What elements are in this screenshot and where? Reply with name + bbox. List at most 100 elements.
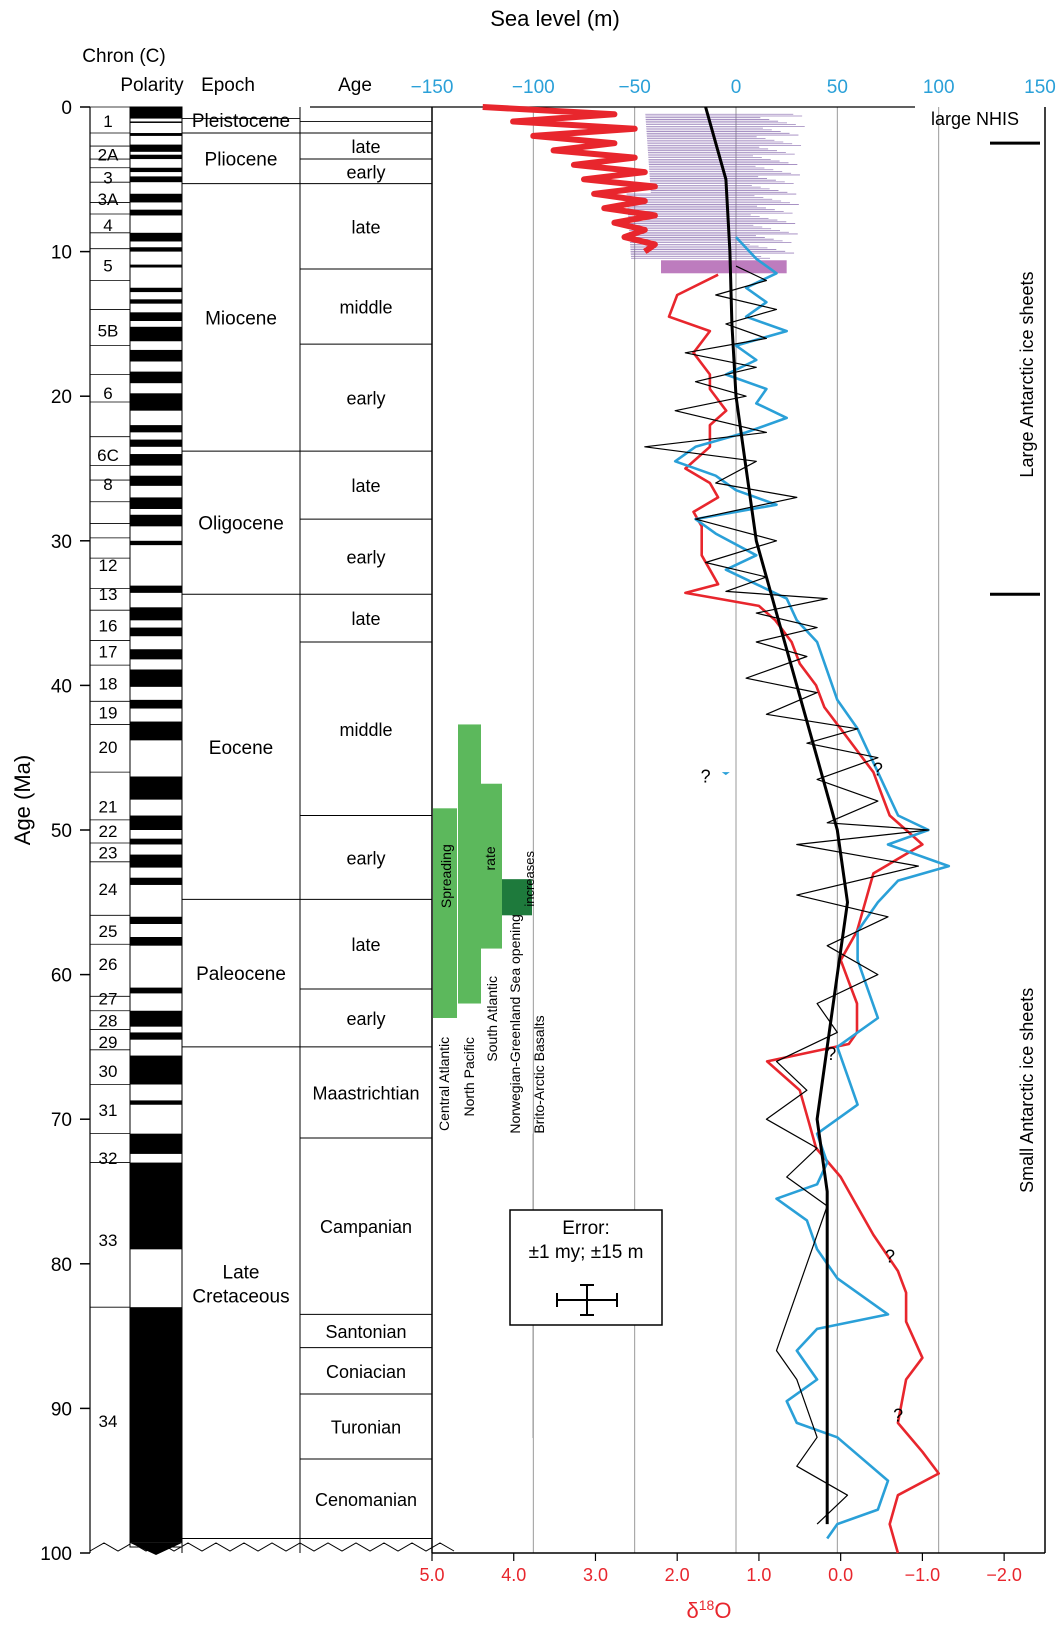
large-antarctic-label: Large Antarctic ice sheets — [1017, 271, 1037, 477]
age-stage-label: middle — [339, 720, 392, 740]
polarity-normal-band — [130, 838, 182, 845]
polarity-normal-band — [130, 776, 182, 800]
chron-label: 18 — [99, 675, 118, 694]
chron-label: 28 — [99, 1011, 118, 1030]
increases-word: increases — [522, 851, 537, 907]
polarity-normal-band — [130, 349, 182, 362]
spreading-bar-label-line1: Norwegian-Greenland Sea opening — [507, 914, 523, 1133]
chron-label: 3 — [103, 168, 112, 187]
spreading-word: Spreading — [438, 844, 454, 908]
epoch-header: Epoch — [201, 75, 255, 96]
chron-label: 29 — [99, 1033, 118, 1052]
question-mark: ? — [701, 766, 711, 786]
polarity-normal-band — [130, 475, 182, 486]
chron-label: 5 — [103, 257, 112, 276]
purple-band — [661, 260, 787, 274]
epoch-label: Eocene — [209, 738, 273, 759]
question-mark: ? — [893, 1406, 903, 1426]
age-stage-label: middle — [339, 298, 392, 318]
chron-label: 34 — [99, 1412, 118, 1431]
polarity-normal-band — [130, 1055, 182, 1085]
polarity-normal-band — [130, 247, 182, 252]
age-stage-label: Santonian — [325, 1322, 406, 1342]
polarity-normal-band — [130, 669, 182, 687]
polarity-normal-band — [130, 514, 182, 527]
age-stage-label: early — [346, 1009, 385, 1029]
polarity-normal-band — [130, 649, 182, 660]
polarity-normal-band — [130, 326, 182, 342]
age-stage-label: late — [351, 935, 380, 955]
error-bar-symbol — [556, 1284, 618, 1316]
d18o-tick-label: 4.0 — [501, 1565, 526, 1585]
age-tick-label: 0 — [61, 98, 72, 119]
polarity-normal-band — [130, 167, 182, 173]
chron-label: 6 — [103, 384, 112, 403]
epoch-label: Pliocene — [205, 149, 278, 170]
spreading-bar-label: North Pacific — [461, 1037, 477, 1116]
age-stage-label: Maastrichtian — [312, 1083, 419, 1103]
age-tick-label: 30 — [51, 532, 72, 553]
chron-label: 19 — [99, 703, 118, 722]
epoch-label: Paleocene — [196, 964, 286, 985]
polarity-normal-band — [130, 232, 182, 242]
axes: 0 10 20 30 40 50 60 70 80 90 100 −150 −100 −50 0 50 100 1… — [40, 77, 1056, 1585]
polarity-normal-band — [130, 176, 182, 183]
chron-label: 26 — [99, 955, 118, 974]
spreading-bar-label-line2: Brito-Arctic Basalts — [531, 1015, 547, 1133]
polarity-normal-band — [130, 1162, 182, 1250]
d18o-tick-label: 5.0 — [419, 1565, 444, 1585]
chron-label: 16 — [99, 617, 118, 636]
chron-label: 5B — [98, 322, 119, 341]
polarity-normal-band — [130, 540, 182, 546]
age-stage-label: early — [346, 162, 385, 182]
age-tick-label: 60 — [51, 966, 72, 987]
spreading-bar-label: Central Atlantic — [436, 1037, 452, 1131]
polarity-column — [129, 106, 183, 1555]
error-title: Error: — [562, 1218, 610, 1239]
sea-level-gridlines — [532, 107, 940, 1553]
polarity-normal-band — [130, 1307, 182, 1543]
sea-level-tick-label: 150 — [1024, 77, 1056, 98]
chron-label: 24 — [99, 880, 118, 899]
age-tick-label: 70 — [51, 1110, 72, 1131]
error-values: ±1 my; ±15 m — [529, 1242, 644, 1263]
d18o-tick-label: −2.0 — [986, 1565, 1022, 1585]
chron-label: 20 — [99, 738, 118, 757]
sea-level-tick-label: 50 — [827, 77, 848, 98]
polarity-normal-band — [130, 312, 182, 322]
age-stage-label: late — [351, 217, 380, 237]
error-legend-box: Error: ±1 my; ±15 m — [509, 1209, 663, 1326]
sea-level-tick-label: 0 — [731, 77, 742, 98]
age-tick-label: 10 — [51, 243, 72, 264]
age-tick-label: 100 — [40, 1544, 72, 1565]
polarity-normal-band — [130, 1032, 182, 1040]
polarity-normal-band — [130, 287, 182, 293]
d18o-tick-label: 1.0 — [746, 1565, 771, 1585]
spreading-bar — [502, 879, 532, 916]
chron-label: 8 — [103, 475, 112, 494]
spreading-bar — [433, 808, 457, 1018]
chron-header: Chron (C) — [82, 46, 165, 67]
polarity-normal-band — [130, 454, 182, 466]
polarity-normal-band — [130, 1100, 182, 1105]
polarity-normal-band — [130, 987, 182, 994]
polarity-normal-band — [130, 133, 182, 136]
question-mark: ? — [826, 1044, 836, 1064]
data-series — [482, 104, 951, 1554]
polarity-normal-band — [130, 144, 182, 152]
polarity-normal-band — [130, 107, 182, 119]
chron-label: 1 — [103, 112, 112, 131]
chron-label: 2A — [98, 145, 119, 164]
polarity-normal-band — [130, 425, 182, 433]
polarity-normal-band — [130, 627, 182, 637]
polarity-normal-band — [130, 264, 182, 268]
series-line-0 — [667, 273, 940, 1554]
chron-label: 13 — [99, 585, 118, 604]
series-line-1 — [673, 236, 951, 1540]
age-stage-label: Turonian — [331, 1417, 401, 1437]
sea-level-isolated-point — [721, 772, 730, 776]
polarity-tail — [130, 1542, 182, 1555]
sea-level-tick-label: −50 — [619, 77, 651, 98]
chron-label: 27 — [99, 990, 118, 1009]
series-line-4 — [482, 104, 658, 255]
